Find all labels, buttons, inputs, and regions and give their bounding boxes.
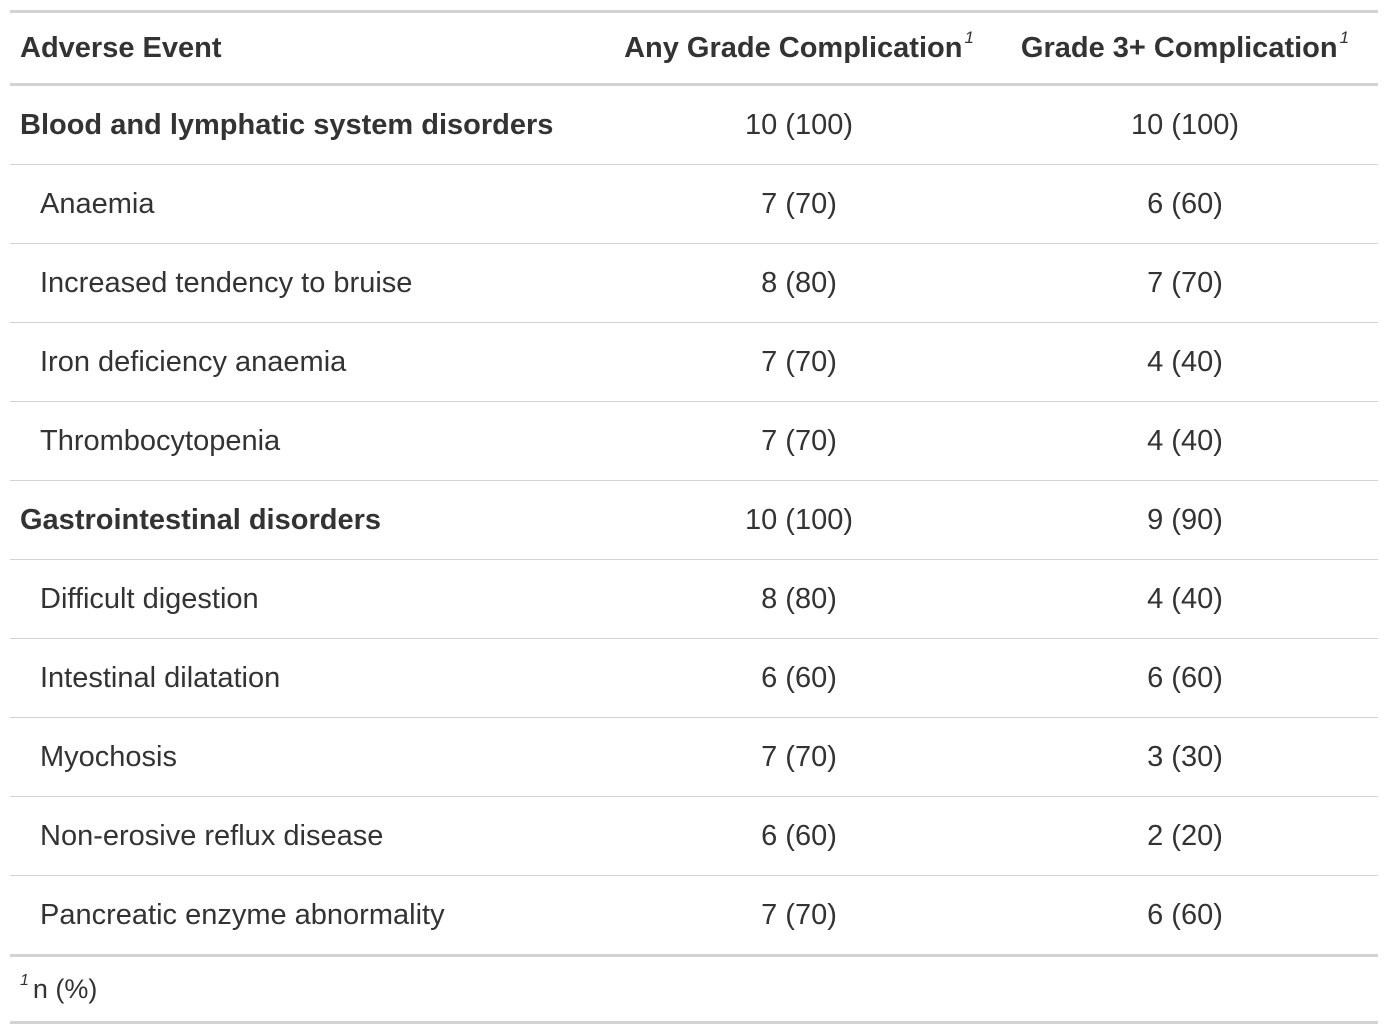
row-label: Non-erosive reflux disease — [40, 819, 384, 852]
row-grade3-value: 10 (100) — [1130, 108, 1239, 141]
row-label: Iron deficiency anaemia — [40, 345, 347, 378]
row-any-grade-value: 7 (70) — [761, 740, 837, 773]
row-any-grade-value: 7 (70) — [761, 424, 837, 457]
row-grade3-value: 7 (70) — [1147, 266, 1223, 299]
adverse-event-table-container: Adverse Event Any Grade Complication 1 Gr… — [10, 10, 1378, 1024]
row-label: Anaemia — [40, 187, 155, 220]
table-row: Anaemia 7 (70) 6 (60) — [10, 165, 1378, 244]
row-label: Gastrointestinal disorders — [20, 503, 381, 536]
row-any-grade-value: 10 (100) — [744, 503, 853, 536]
row-grade3-value: 6 (60) — [1147, 187, 1223, 220]
table-row: Thrombocytopenia 7 (70) 4 (40) — [10, 402, 1378, 481]
table-header: Adverse Event Any Grade Complication 1 Gr… — [10, 11, 1378, 85]
table-row: Iron deficiency anaemia 7 (70) 4 (40) — [10, 323, 1378, 402]
header-grade3-footnote-marker: 1 — [1339, 27, 1350, 47]
table-row: Intestinal dilatation 6 (60) 6 (60) — [10, 639, 1378, 718]
row-label: Thrombocytopenia — [40, 424, 281, 457]
row-any-grade-value: 7 (70) — [761, 187, 837, 220]
row-any-grade-value: 10 (100) — [744, 108, 853, 141]
header-adverse-event-label: Adverse Event — [20, 31, 222, 64]
header-grade3: Grade 3+ Complication 1 — [992, 12, 1378, 85]
table-row: Pancreatic enzyme abnormality 7 (70) 6 (… — [10, 876, 1378, 956]
table-row: Non-erosive reflux disease 6 (60) 2 (20) — [10, 797, 1378, 876]
row-label: Increased tendency to bruise — [40, 266, 413, 299]
header-grade3-label: Grade 3+ Complication — [1020, 31, 1338, 64]
row-any-grade-value: 7 (70) — [761, 345, 837, 378]
header-any-grade: Any Grade Complication 1 — [606, 12, 992, 85]
header-row: Adverse Event Any Grade Complication 1 Gr… — [10, 11, 1378, 85]
table-row: Myochosis 7 (70) 3 (30) — [10, 718, 1378, 797]
header-any-grade-footnote-marker: 1 — [964, 27, 974, 47]
row-label: Blood and lymphatic system disorders — [20, 108, 554, 141]
table-row: Increased tendency to bruise 8 (80) 7 (7… — [10, 244, 1378, 323]
row-grade3-value: 3 (30) — [1147, 740, 1223, 773]
row-label: Intestinal dilatation — [40, 661, 281, 694]
row-grade3-value: 6 (60) — [1147, 898, 1223, 931]
row-label: Myochosis — [40, 740, 177, 773]
row-any-grade-value: 8 (80) — [761, 266, 837, 299]
table-row-group: Blood and lymphatic system disorders 10 … — [10, 85, 1378, 165]
footnote-marker: 1 — [20, 972, 29, 989]
row-label: Pancreatic enzyme abnormality — [40, 898, 445, 931]
row-grade3-value: 4 (40) — [1147, 424, 1223, 457]
table-body: Blood and lymphatic system disorders 10 … — [10, 85, 1378, 956]
row-any-grade-value: 8 (80) — [761, 582, 837, 615]
row-grade3-value: 4 (40) — [1147, 582, 1223, 615]
adverse-event-table: Adverse Event Any Grade Complication 1 Gr… — [10, 10, 1378, 957]
row-grade3-value: 6 (60) — [1147, 661, 1223, 694]
row-grade3-value: 9 (90) — [1147, 503, 1223, 536]
row-any-grade-value: 6 (60) — [761, 819, 837, 852]
header-any-grade-label: Any Grade Complication — [624, 31, 963, 64]
row-grade3-value: 2 (20) — [1147, 819, 1223, 852]
table-footnote: 1 n (%) — [10, 957, 1378, 1024]
header-adverse-event: Adverse Event — [10, 12, 606, 85]
table-row: Difficult digestion 8 (80) 4 (40) — [10, 560, 1378, 639]
row-any-grade-value: 6 (60) — [761, 661, 837, 694]
row-label: Difficult digestion — [40, 582, 259, 615]
row-grade3-value: 4 (40) — [1147, 345, 1223, 378]
table-row-group: Gastrointestinal disorders 10 (100) 9 (9… — [10, 481, 1378, 560]
footnote-text: n (%) — [32, 973, 98, 1004]
row-any-grade-value: 7 (70) — [761, 898, 837, 931]
